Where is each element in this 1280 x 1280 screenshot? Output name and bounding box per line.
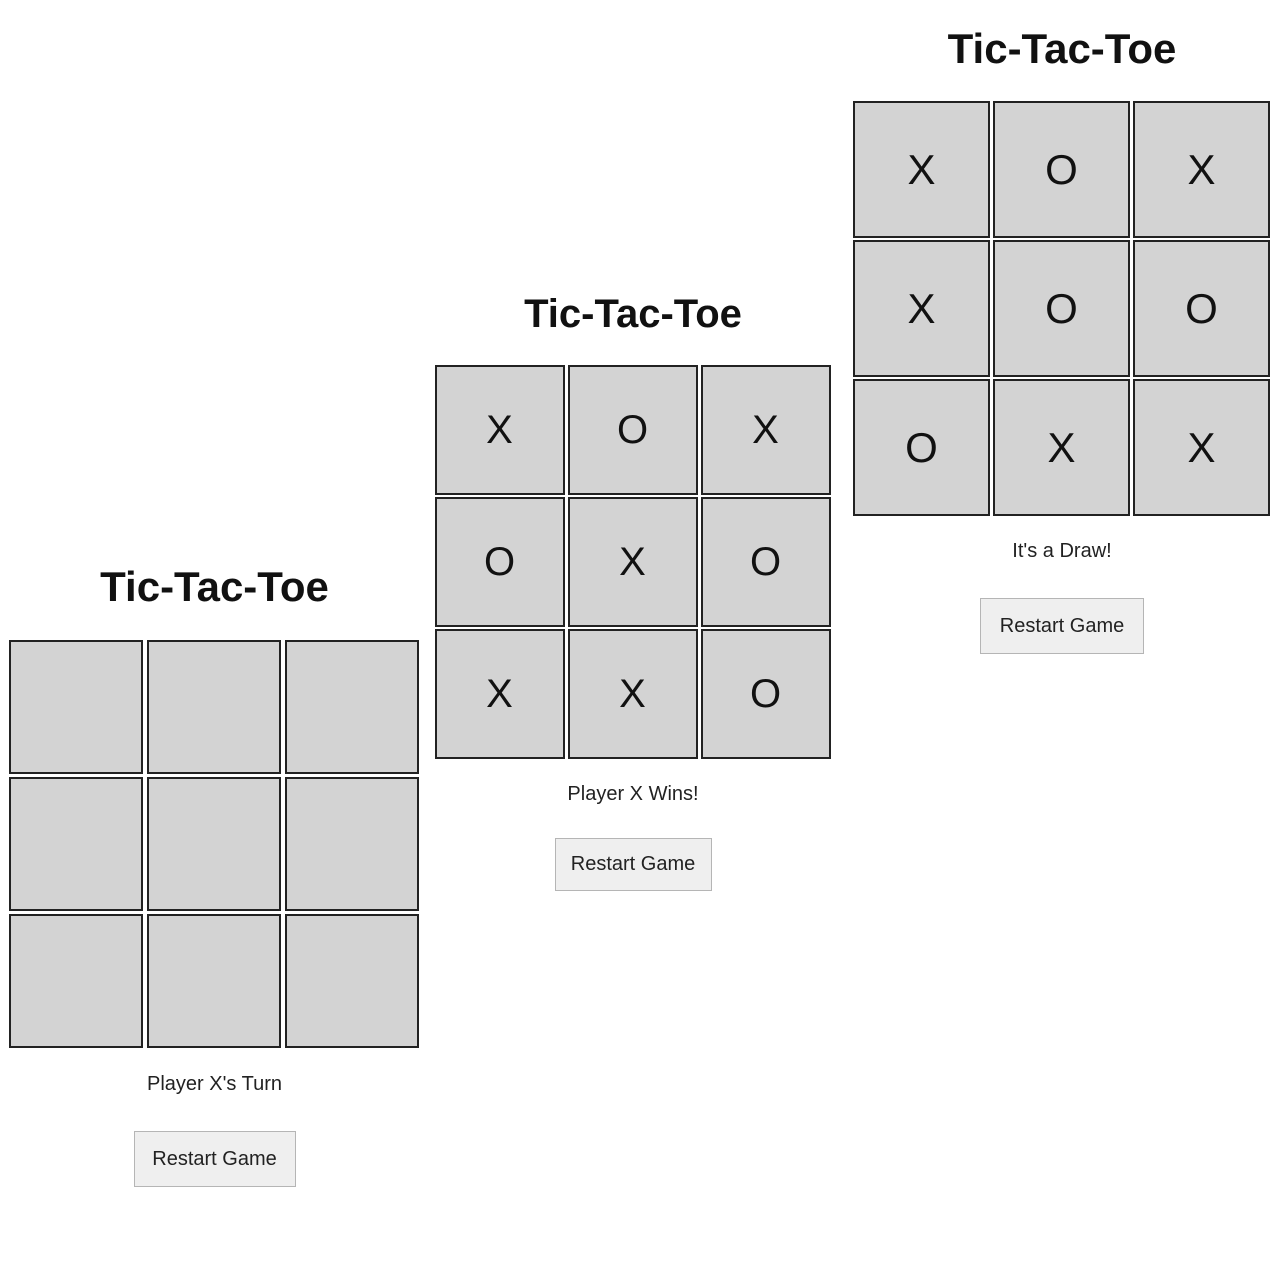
game-board: X O X O X O X X O (434, 365, 832, 760)
board-cell-5[interactable]: X (567, 497, 698, 627)
board-cell-3[interactable]: X (1133, 101, 1270, 238)
board-cell-7[interactable]: O (853, 379, 990, 516)
board-cell-3[interactable] (285, 640, 419, 774)
tic-tac-toe-game-draw: Tic-Tac-Toe X O X X O O O X X It's a Dra… (853, 28, 1271, 654)
board-cell-4[interactable] (9, 777, 143, 911)
board-cell-4[interactable]: O (434, 497, 565, 627)
board-cell-1[interactable]: X (853, 101, 990, 238)
board-cell-8[interactable] (147, 914, 281, 1048)
board-cell-1[interactable]: X (434, 365, 565, 495)
board-cell-8[interactable]: X (567, 629, 698, 759)
game-status: Player X Wins! (567, 783, 699, 805)
board-cell-9[interactable] (285, 914, 419, 1048)
game-board (9, 640, 420, 1049)
board-cell-4[interactable]: X (853, 240, 990, 377)
restart-game-button[interactable]: Restart Game (980, 598, 1144, 654)
board-cell-5[interactable] (147, 777, 281, 911)
board-cell-7[interactable] (9, 914, 143, 1048)
game-title: Tic-Tac-Toe (100, 563, 329, 610)
board-cell-6[interactable]: O (700, 497, 831, 627)
tic-tac-toe-game-x-wins: Tic-Tac-Toe X O X O X O X X O Player X W… (434, 294, 832, 891)
board-cell-6[interactable]: O (1133, 240, 1270, 377)
board-cell-3[interactable]: X (700, 365, 831, 495)
board-cell-7[interactable]: X (434, 629, 565, 759)
board-cell-2[interactable] (147, 640, 281, 774)
game-title: Tic-Tac-Toe (524, 292, 742, 336)
tic-tac-toe-game-empty: Tic-Tac-Toe Player X's Turn Restart Game (8, 566, 421, 1187)
game-status: It's a Draw! (1012, 540, 1112, 562)
board-cell-6[interactable] (285, 777, 419, 911)
board-cell-8[interactable]: X (993, 379, 1130, 516)
game-status: Player X's Turn (147, 1073, 282, 1095)
game-board: X O X X O O O X X (853, 101, 1271, 517)
board-cell-9[interactable]: O (700, 629, 831, 759)
game-title: Tic-Tac-Toe (947, 25, 1177, 72)
board-cell-2[interactable]: O (993, 101, 1130, 238)
board-cell-9[interactable]: X (1133, 379, 1270, 516)
board-cell-2[interactable]: O (567, 365, 698, 495)
restart-game-button[interactable]: Restart Game (554, 838, 712, 891)
restart-game-button[interactable]: Restart Game (133, 1131, 296, 1187)
board-cell-5[interactable]: O (993, 240, 1130, 377)
board-cell-1[interactable] (9, 640, 143, 774)
